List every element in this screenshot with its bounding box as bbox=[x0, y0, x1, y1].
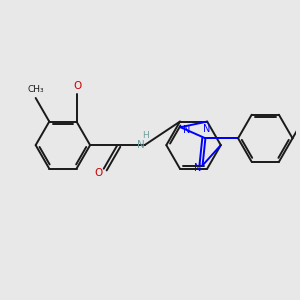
Text: O: O bbox=[94, 168, 102, 178]
Text: N: N bbox=[203, 124, 211, 134]
Text: N: N bbox=[137, 140, 145, 150]
Text: H: H bbox=[142, 131, 149, 140]
Text: N: N bbox=[194, 163, 201, 173]
Text: N: N bbox=[183, 125, 190, 135]
Text: CH₃: CH₃ bbox=[27, 85, 44, 94]
Text: O: O bbox=[74, 81, 82, 91]
